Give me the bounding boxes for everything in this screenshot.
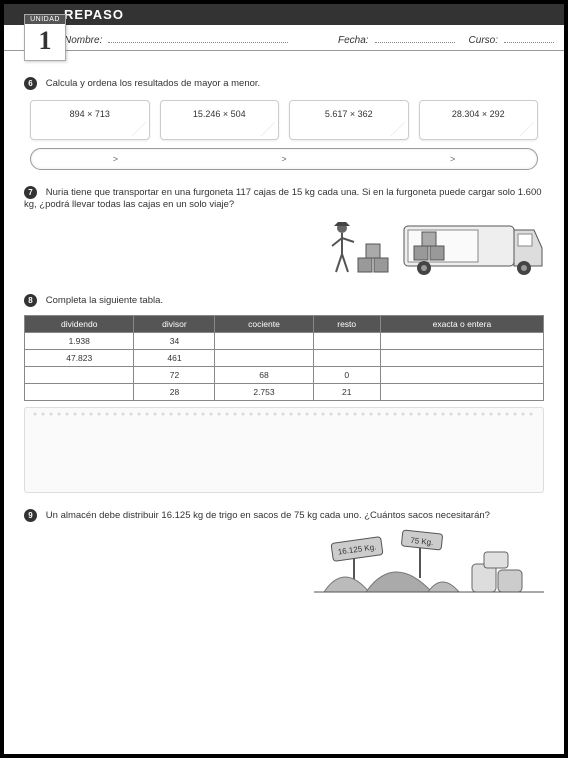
card-2: 15.246 × 504 (160, 100, 280, 140)
th-cociente: cociente (215, 316, 313, 333)
exercise-6: 6 Calcula y ordena los resultados de may… (24, 77, 544, 170)
course-line (504, 31, 554, 43)
van-illustration (24, 216, 544, 278)
name-row: Nombre: Fecha: Curso: (4, 27, 564, 51)
exercise-7: 7 Nuria tiene que transportar en una fur… (24, 186, 544, 278)
gt-1: > (113, 154, 118, 164)
table-header-row: dividendo divisor cociente resto exacta … (25, 316, 544, 333)
date-label: Fecha: (338, 35, 369, 46)
exercise-9: 9 Un almacén debe distribuir 16.125 kg d… (24, 509, 544, 600)
order-oval: > > > (30, 148, 538, 170)
sacks-illustration: 16.125 Kg. 75 Kg. (24, 528, 544, 600)
date-line (375, 31, 455, 43)
table-row: 1.93834 (25, 333, 544, 350)
gt-2: > (281, 154, 286, 164)
card-4: 28.304 × 292 (419, 100, 539, 140)
name-label: Nombre: (64, 35, 102, 46)
course-label: Curso: (469, 35, 498, 46)
table-body: 1.93834 47.823461 72680 282.75321 (25, 333, 544, 401)
ex7-text: Nuria tiene que transportar en una furgo… (24, 187, 542, 210)
ex8-num: 8 (24, 294, 37, 307)
ex6-text: Calcula y ordena los resultados de mayor… (46, 78, 260, 89)
ex9-text: Un almacén debe distribuir 16.125 kg de … (46, 510, 490, 521)
unit-badge: UNIDAD 1 (24, 14, 66, 61)
work-area (24, 407, 544, 493)
ex8-text: Completa la siguiente tabla. (46, 295, 163, 306)
table-row: 72680 (25, 367, 544, 384)
ex7-num: 7 (24, 186, 37, 199)
card-1: 894 × 713 (30, 100, 150, 140)
unit-number: 1 (25, 24, 65, 60)
gt-3: > (450, 154, 455, 164)
th-resto: resto (313, 316, 380, 333)
header-title: REPASO (4, 4, 564, 25)
ex9-num: 9 (24, 509, 37, 522)
th-dividendo: dividendo (25, 316, 134, 333)
table-row: 282.75321 (25, 384, 544, 401)
unit-label: UNIDAD (25, 15, 65, 24)
ex6-num: 6 (24, 77, 37, 90)
table-row: 47.823461 (25, 350, 544, 367)
th-divisor: divisor (134, 316, 215, 333)
division-table: dividendo divisor cociente resto exacta … (24, 315, 544, 401)
cards-row: 894 × 713 15.246 × 504 5.617 × 362 28.30… (30, 100, 538, 140)
exercise-8: 8 Completa la siguiente tabla. dividendo… (24, 294, 544, 493)
th-exacta: exacta o entera (380, 316, 543, 333)
card-3: 5.617 × 362 (289, 100, 409, 140)
name-line (108, 31, 288, 43)
